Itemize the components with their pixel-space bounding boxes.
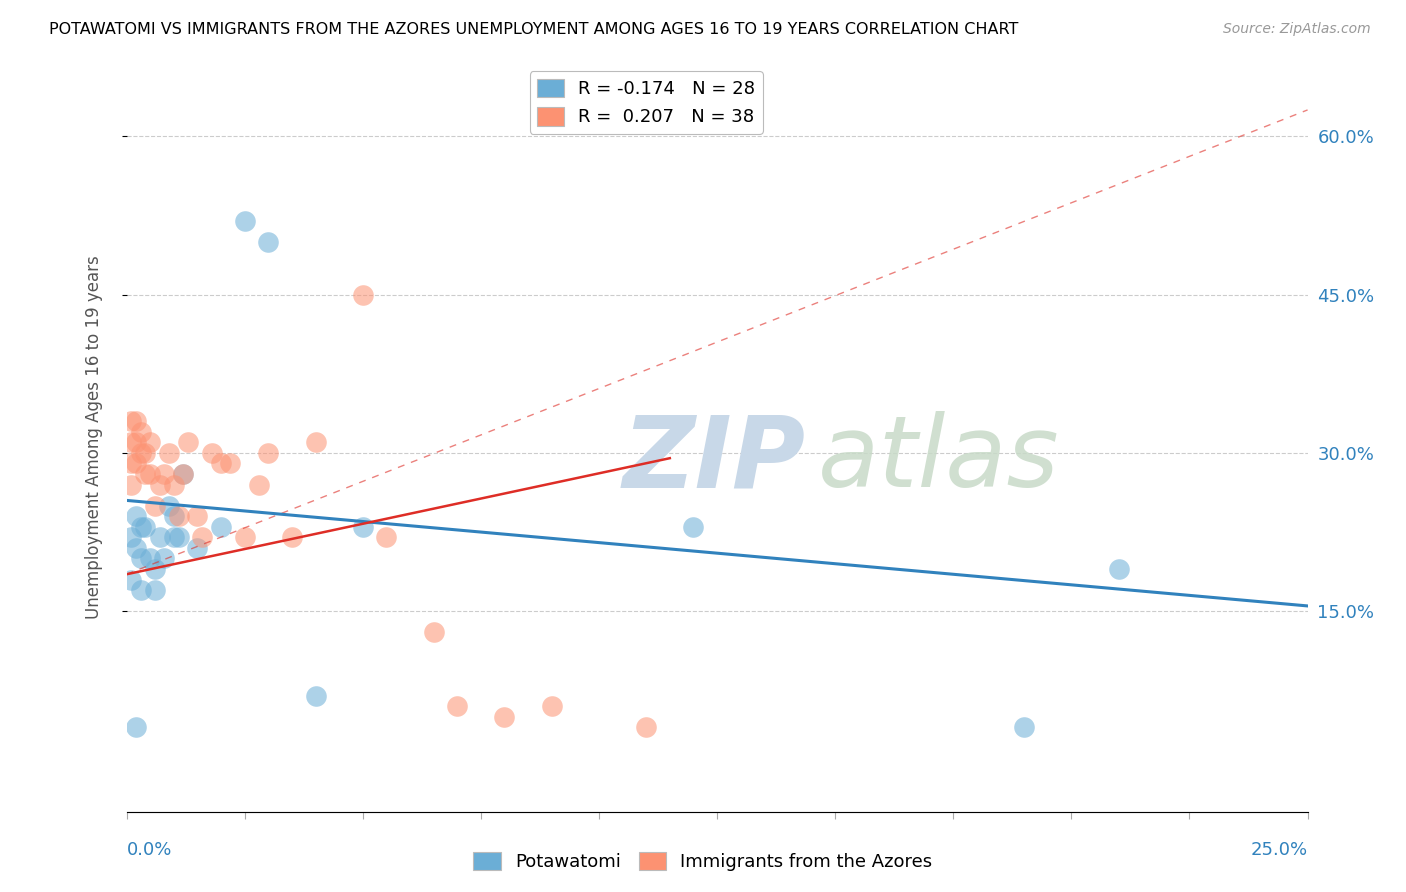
Point (219, 457, 242, 471)
Point (209, 520, 232, 534)
Point (139, 467, 162, 481)
Point (422, 625, 444, 640)
Point (134, 520, 156, 534)
Point (167, 509, 190, 524)
Point (233, 530, 256, 544)
Text: Source: ZipAtlas.com: Source: ZipAtlas.com (1223, 22, 1371, 37)
Point (120, 457, 142, 471)
Point (167, 530, 190, 544)
Legend: R = -0.174   N = 28, R =  0.207   N = 38: R = -0.174 N = 28, R = 0.207 N = 38 (530, 71, 762, 134)
Text: atlas: atlas (817, 411, 1059, 508)
Point (129, 520, 152, 534)
Point (304, 435, 326, 450)
Point (375, 530, 398, 544)
Point (494, 710, 516, 724)
Point (540, 699, 562, 714)
Y-axis label: Unemployment Among Ages 16 to 19 years: Unemployment Among Ages 16 to 19 years (84, 255, 103, 619)
Point (134, 446, 156, 460)
Point (446, 699, 468, 714)
Point (139, 551, 162, 566)
Point (125, 457, 148, 471)
Point (143, 499, 166, 513)
Point (163, 530, 186, 544)
Point (125, 435, 148, 450)
Text: 25.0%: 25.0% (1250, 841, 1308, 859)
Text: 0.0%: 0.0% (127, 841, 172, 859)
Point (157, 499, 180, 513)
Point (352, 287, 374, 301)
Point (129, 446, 152, 460)
Point (125, 720, 148, 734)
Point (682, 520, 704, 534)
Point (281, 530, 304, 544)
Point (120, 414, 142, 428)
Point (157, 446, 180, 460)
Point (636, 720, 658, 734)
Legend: Potawatomi, Immigrants from the Azores: Potawatomi, Immigrants from the Azores (467, 845, 939, 879)
Point (172, 467, 194, 481)
Point (200, 446, 222, 460)
Point (120, 573, 142, 587)
Point (186, 509, 208, 524)
Text: ZIP: ZIP (623, 411, 806, 508)
Point (125, 509, 148, 524)
Point (1108, 562, 1130, 576)
Point (149, 477, 172, 491)
Point (172, 467, 194, 481)
Point (143, 583, 166, 598)
Point (125, 541, 148, 555)
Point (120, 435, 142, 450)
Text: POTAWATOMI VS IMMIGRANTS FROM THE AZORES UNEMPLOYMENT AMONG AGES 16 TO 19 YEARS : POTAWATOMI VS IMMIGRANTS FROM THE AZORES… (49, 22, 1018, 37)
Point (143, 562, 166, 576)
Point (257, 235, 280, 249)
Point (120, 477, 142, 491)
Point (163, 509, 186, 524)
Point (1012, 720, 1035, 734)
Point (134, 467, 156, 481)
Point (129, 583, 152, 598)
Point (304, 689, 326, 703)
Point (352, 520, 374, 534)
Point (149, 530, 172, 544)
Point (120, 530, 142, 544)
Point (191, 530, 214, 544)
Point (139, 435, 162, 450)
Point (247, 477, 270, 491)
Point (125, 414, 148, 428)
Point (163, 477, 186, 491)
Point (129, 551, 152, 566)
Point (129, 425, 152, 439)
Point (186, 541, 208, 555)
Point (177, 435, 200, 450)
Point (153, 551, 176, 566)
Point (153, 467, 176, 481)
Point (257, 446, 280, 460)
Point (209, 457, 232, 471)
Point (233, 213, 256, 227)
